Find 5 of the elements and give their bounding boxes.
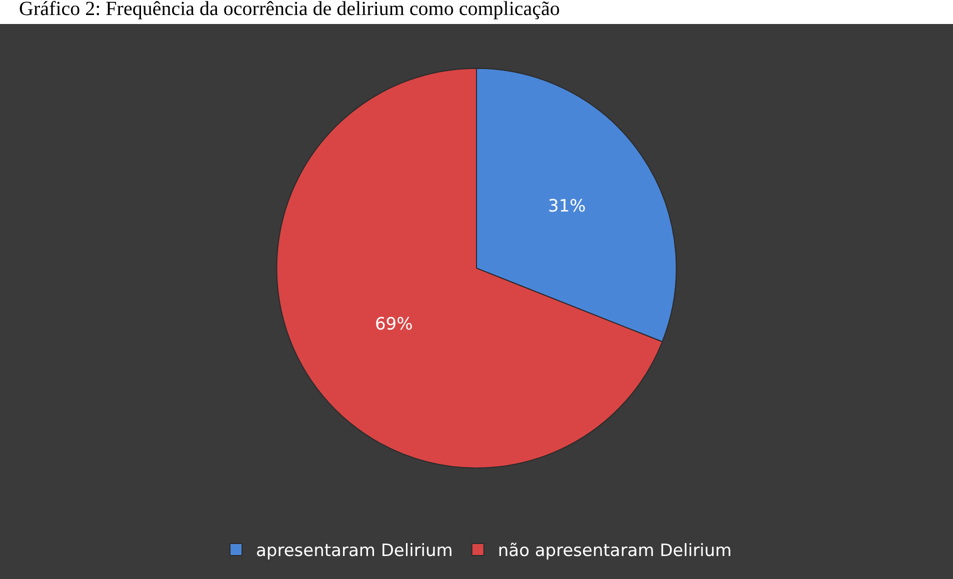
data-label: 69% (374, 314, 413, 334)
chart-title: Gráfico 2: Frequência da ocorrência de delirium como complicação (19, 0, 560, 20)
legend-label: apresentaram Delirium (256, 541, 453, 562)
data-label: 31% (548, 196, 586, 217)
legend-label: não apresentaram Delirium (498, 541, 732, 562)
